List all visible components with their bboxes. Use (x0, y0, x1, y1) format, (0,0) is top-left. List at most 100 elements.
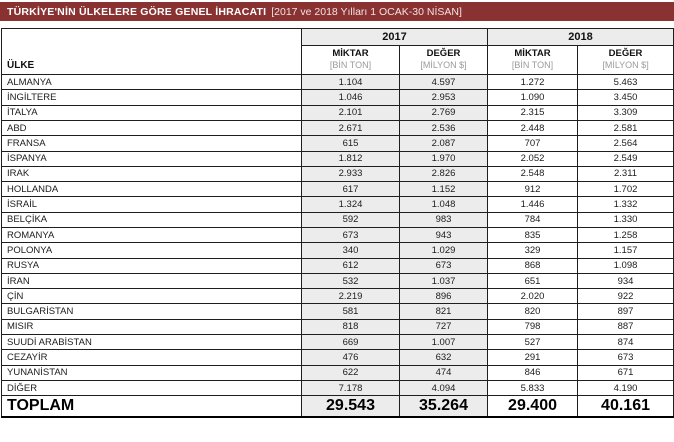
value-cell: 1.046 (301, 89, 400, 106)
table-body: ALMANYA 1.104 4.597 1.272 5.463 İNGİLTERE 1.04… (1, 74, 674, 397)
value-cell: 622 (301, 364, 400, 381)
value-cell: 4.190 (577, 379, 674, 397)
country-cell: DİĞER (1, 379, 302, 397)
country-cell: POLONYA (1, 242, 302, 259)
deger-2017-header: DEĞER [MİLYON $] (398, 44, 489, 76)
column-unit: [BİN TON] (511, 60, 554, 71)
column-label: DEĞER (426, 48, 461, 59)
value-cell: 476 (301, 349, 400, 366)
value-cell: 887 (577, 318, 674, 336)
value-cell: 671 (577, 364, 674, 381)
value-cell: 673 (398, 257, 489, 274)
value-cell: 2.549 (577, 150, 674, 167)
sub-header-row: MİKTAR [BİN TON] DEĞER [MİLYON $] MİKTAR [B… (2, 44, 674, 76)
value-cell: 934 (577, 272, 674, 290)
value-cell: 1.702 (577, 181, 674, 198)
table-row: ALMANYA 1.104 4.597 1.272 5.463 (1, 74, 674, 91)
value-cell: 1.048 (398, 196, 489, 213)
value-cell: 592 (301, 211, 400, 229)
value-cell: 3.450 (577, 89, 674, 106)
table-row: DİĞER 7.178 4.094 5.833 4.190 (1, 379, 674, 397)
value-cell: 2.315 (487, 104, 579, 121)
value-cell: 821 (398, 303, 489, 320)
value-cell: 612 (301, 257, 400, 274)
deger-2018-header: DEĞER [MİLYON $] (577, 44, 674, 76)
column-label: DEĞER (608, 48, 643, 59)
table-row: BULGARİSTAN 581 821 820 897 (1, 303, 674, 320)
table-row: İSRAİL 1.324 1.048 1.446 1.332 (1, 196, 674, 213)
table-row: IRAK 2.933 2.826 2.548 2.311 (1, 165, 674, 183)
country-cell: ROMANYA (1, 226, 302, 244)
column-unit: [MİLYON $] (602, 60, 649, 71)
value-cell: 784 (487, 211, 579, 229)
country-cell: ÇİN (1, 288, 302, 305)
value-cell: 798 (487, 318, 579, 336)
total-value-cell: 29.400 (487, 395, 579, 419)
value-cell: 912 (487, 181, 579, 198)
table-row: POLONYA 340 1.029 329 1.157 (1, 242, 674, 259)
value-cell: 2.219 (301, 288, 400, 305)
value-cell: 2.052 (487, 150, 579, 167)
table-row: ABD 2.671 2.536 2.448 2.581 (1, 119, 674, 137)
value-cell: 669 (301, 334, 400, 351)
country-cell: SUUDİ ARABİSTAN (1, 334, 302, 351)
value-cell: 983 (398, 211, 489, 229)
country-column-header: ÜLKE (1, 27, 302, 76)
table-row: HOLLANDA 617 1.152 912 1.702 (1, 181, 674, 198)
value-cell: 1.152 (398, 181, 489, 198)
value-cell: 2.536 (398, 119, 489, 137)
value-cell: 2.953 (398, 89, 489, 106)
table-row: BELÇİKA 592 983 784 1.330 (1, 211, 674, 229)
total-label: TOPLAM (1, 395, 302, 419)
column-unit: [MİLYON $] (420, 60, 467, 71)
total-row: TOPLAM 29.543 35.264 29.400 40.161 (1, 395, 674, 419)
value-cell: 2.020 (487, 288, 579, 305)
country-cell: YUNANİSTAN (1, 364, 302, 381)
table-row: ÇİN 2.219 896 2.020 922 (1, 288, 674, 305)
value-cell: 707 (487, 135, 579, 152)
value-cell: 1.332 (577, 196, 674, 213)
value-cell: 527 (487, 334, 579, 351)
value-cell: 1.157 (577, 242, 674, 259)
country-cell: İNGİLTERE (1, 89, 302, 106)
total-value-cell: 35.264 (398, 395, 489, 419)
country-cell: IRAK (1, 165, 302, 183)
column-label: MİKTAR (514, 48, 551, 59)
exports-table: ÜLKE 2017 2018 MİKTAR [BİN TON] DEĞER [MİL… (1, 27, 674, 419)
table-row: YUNANİSTAN 622 474 846 671 (1, 364, 674, 381)
value-cell: 2.826 (398, 165, 489, 183)
value-cell: 4.597 (398, 74, 489, 91)
value-cell: 2.564 (577, 135, 674, 152)
year-2018-header: 2018 (487, 28, 674, 46)
value-cell: 3.309 (577, 104, 674, 121)
value-cell: 1.029 (398, 242, 489, 259)
value-cell: 4.094 (398, 379, 489, 397)
table-row: ROMANYA 673 943 835 1.258 (1, 226, 674, 244)
page-title-period: [2017 ve 2018 Yılları 1 OCAK-30 NİSAN] (271, 5, 462, 18)
value-cell: 1.007 (398, 334, 489, 351)
value-cell: 922 (577, 288, 674, 305)
country-cell: İSPANYA (1, 150, 302, 167)
country-cell: FRANSA (1, 135, 302, 152)
value-cell: 835 (487, 226, 579, 244)
table-row: İSPANYA 1.812 1.970 2.052 2.549 (1, 150, 674, 167)
value-cell: 1.090 (487, 89, 579, 106)
title-bar: TÜRKİYE'NİN ÜLKELERE GÖRE GENEL İHRACATI… (0, 2, 674, 21)
value-cell: 943 (398, 226, 489, 244)
table-row: İNGİLTERE 1.046 2.953 1.090 3.450 (1, 89, 674, 106)
country-cell: İSRAİL (1, 196, 302, 213)
value-cell: 5.833 (487, 379, 579, 397)
value-cell: 673 (301, 226, 400, 244)
value-cell: 2.101 (301, 104, 400, 121)
table-row: SUUDİ ARABİSTAN 669 1.007 527 874 (1, 334, 674, 351)
value-cell: 581 (301, 303, 400, 320)
country-cell: ALMANYA (1, 74, 302, 91)
value-cell: 2.581 (577, 119, 674, 137)
value-cell: 1.272 (487, 74, 579, 91)
value-cell: 2.671 (301, 119, 400, 137)
value-cell: 2.769 (398, 104, 489, 121)
value-cell: 846 (487, 364, 579, 381)
column-label: MİKTAR (332, 48, 369, 59)
value-cell: 1.330 (577, 211, 674, 229)
value-cell: 1.104 (301, 74, 400, 91)
